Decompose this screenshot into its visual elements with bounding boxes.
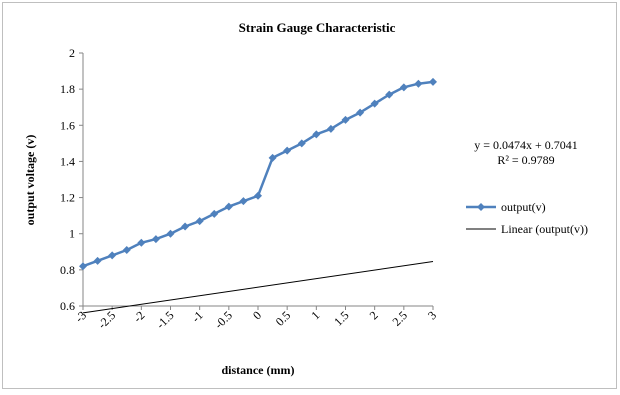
data-point — [341, 115, 350, 124]
x-tick-label: 2.5 — [389, 308, 410, 329]
x-tick-label: -2.5 — [95, 308, 118, 331]
data-point — [356, 108, 365, 117]
x-tick-label: 1 — [308, 308, 322, 322]
chart-frame: Strain Gauge Characteristic 0.6 0.8 1 1.2 1.… — [2, 2, 617, 389]
plot-area: 0.60.811.21.41.61.82 -3 -2.5 -2 -1.5 -1 -0.5 0… — [60, 46, 439, 332]
chart: Strain Gauge Characteristic 0.6 0.8 1 1.2 1.… — [23, 20, 588, 377]
data-point — [79, 262, 87, 271]
y-ticks: 0.6 0.8 1 1.2 1.4 1.6 1.8 2 — [60, 46, 83, 313]
data-point — [399, 83, 408, 92]
data-point — [326, 124, 335, 133]
data-point — [195, 217, 204, 226]
legend: output(v) Linear (output(v)) — [466, 200, 588, 236]
legend-series-label: output(v) — [501, 200, 546, 214]
legend-trendline-label: Linear (output(v)) — [501, 222, 588, 236]
x-tick-label: 2 — [367, 308, 381, 322]
y-tick-label: 0.8 — [60, 263, 75, 277]
data-point — [122, 245, 131, 254]
x-tick-label: 3 — [425, 308, 439, 322]
series-line — [82, 80, 434, 268]
data-point — [224, 202, 233, 211]
x-ticks: -3 -2.5 -2 -1.5 -1 -0.5 0 0.5 1 1.5 2 2.5 3 — [72, 306, 439, 332]
data-point — [268, 153, 277, 162]
data-point — [385, 90, 394, 99]
data-point — [166, 229, 175, 238]
x-tick-label: -0.5 — [212, 308, 235, 331]
series-layer — [79, 77, 437, 271]
data-point — [108, 251, 117, 260]
y-tick-label: 1.2 — [60, 191, 75, 205]
r-squared-label: R² = 0.9789 — [497, 153, 554, 167]
data-point — [239, 197, 248, 206]
data-point — [297, 139, 306, 148]
x-axis-title: distance (mm) — [222, 363, 295, 377]
data-point — [429, 77, 437, 86]
chart-title: Strain Gauge Characteristic — [239, 20, 396, 35]
data-point — [137, 238, 146, 247]
trendline-layer — [82, 260, 434, 314]
y-tick-label: 1.4 — [60, 154, 75, 168]
y-tick-label: 0.6 — [60, 299, 75, 313]
data-point — [414, 79, 423, 88]
y-axis-title: output voltage (v) — [23, 135, 37, 226]
data-point — [93, 256, 102, 265]
x-tick-label: 1.5 — [331, 308, 352, 329]
data-point — [151, 235, 160, 244]
data-point — [210, 209, 219, 218]
x-tick-label: 0.5 — [273, 308, 294, 329]
legend-series-marker — [477, 203, 485, 211]
trendline-equation: y = 0.0474x + 0.7041 — [474, 138, 578, 152]
y-tick-label: 1.8 — [60, 82, 75, 96]
data-point — [254, 191, 262, 200]
y-tick-label: 1.6 — [60, 118, 75, 132]
data-point — [283, 146, 292, 155]
trendline — [82, 260, 434, 314]
x-tick-label: 0 — [250, 308, 264, 322]
y-tick-label: 2 — [69, 46, 75, 60]
data-point — [181, 222, 190, 231]
x-tick-label: -1 — [189, 308, 206, 325]
x-tick-label: -1.5 — [153, 308, 176, 331]
data-point — [312, 130, 321, 139]
x-tick-label: -2 — [130, 308, 147, 325]
data-point — [370, 99, 379, 108]
y-tick-label: 1 — [69, 227, 75, 241]
